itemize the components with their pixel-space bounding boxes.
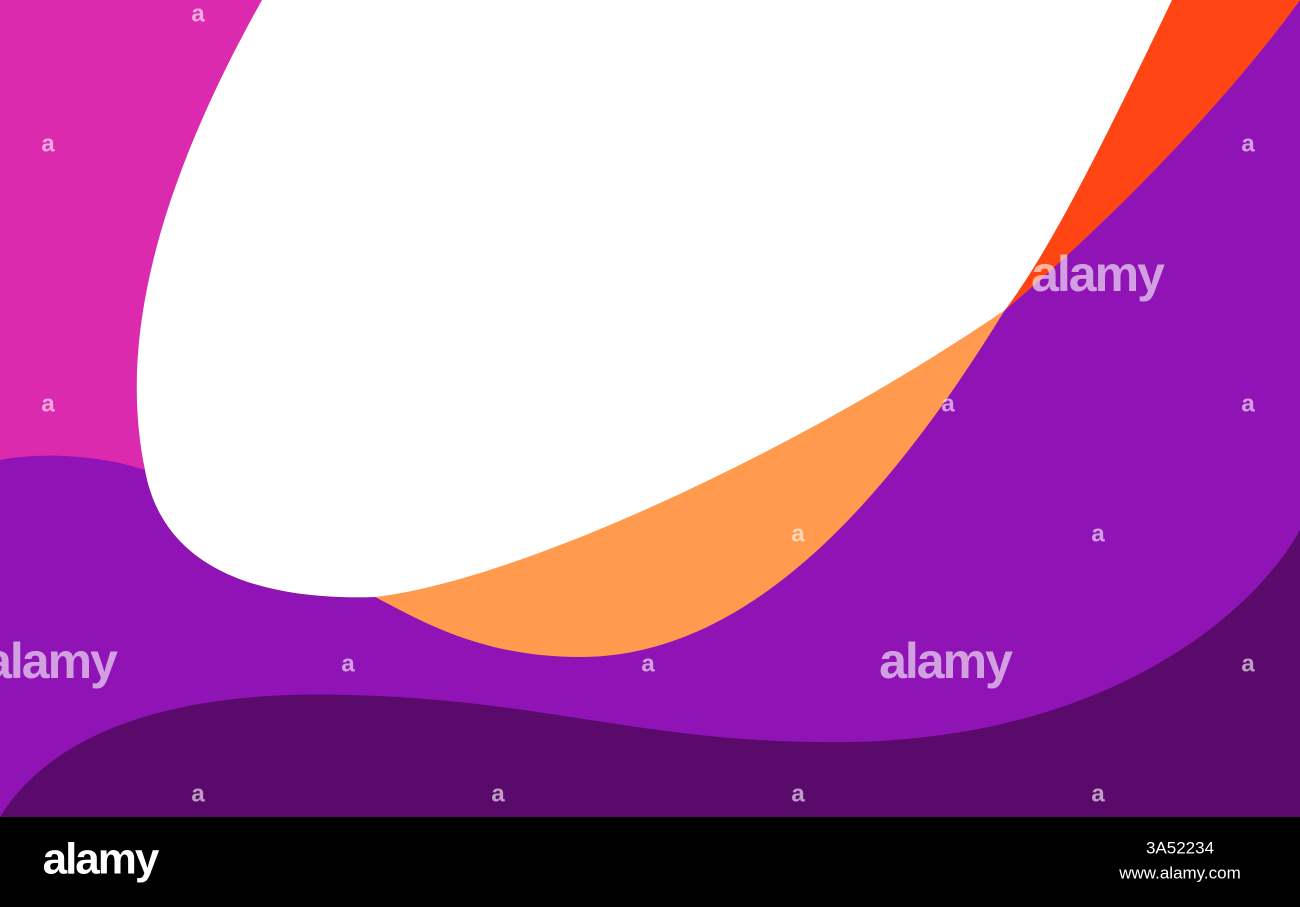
footer-bar — [0, 817, 1300, 907]
watermark-small: a — [1091, 780, 1105, 807]
watermark-small: a — [791, 520, 805, 547]
watermark-small: a — [1241, 130, 1255, 157]
watermark-small: a — [191, 780, 205, 807]
watermarks: alamy alamy alamy a a a a a a a a a a a a a a a a — [0, 0, 1255, 807]
image-id: 3A52234 — [1146, 838, 1214, 857]
watermark-small: a — [1241, 390, 1255, 417]
watermark-small: a — [41, 130, 55, 157]
dark-purple-wave — [0, 530, 1300, 817]
magenta-shape — [0, 0, 265, 470]
watermark-small: a — [791, 780, 805, 807]
red-ribbon — [1005, 0, 1300, 310]
watermark-small: a — [1091, 520, 1105, 547]
watermark-small: a — [1241, 650, 1255, 677]
watermark-large: alamy — [879, 633, 1013, 689]
white-blob — [136, 0, 1172, 598]
watermark-small: a — [341, 650, 355, 677]
footer-url: www.alamy.com — [1118, 863, 1241, 882]
footer-logo: alamy — [43, 835, 160, 884]
watermark-large: alamy — [1031, 246, 1165, 302]
watermark-small: a — [941, 390, 955, 417]
watermark-small: a — [191, 520, 205, 547]
watermark-small: a — [191, 0, 205, 27]
watermark-small: a — [41, 390, 55, 417]
watermark-small: a — [491, 780, 505, 807]
watermark-small: a — [641, 650, 655, 677]
watermark-large: alamy — [0, 633, 118, 689]
